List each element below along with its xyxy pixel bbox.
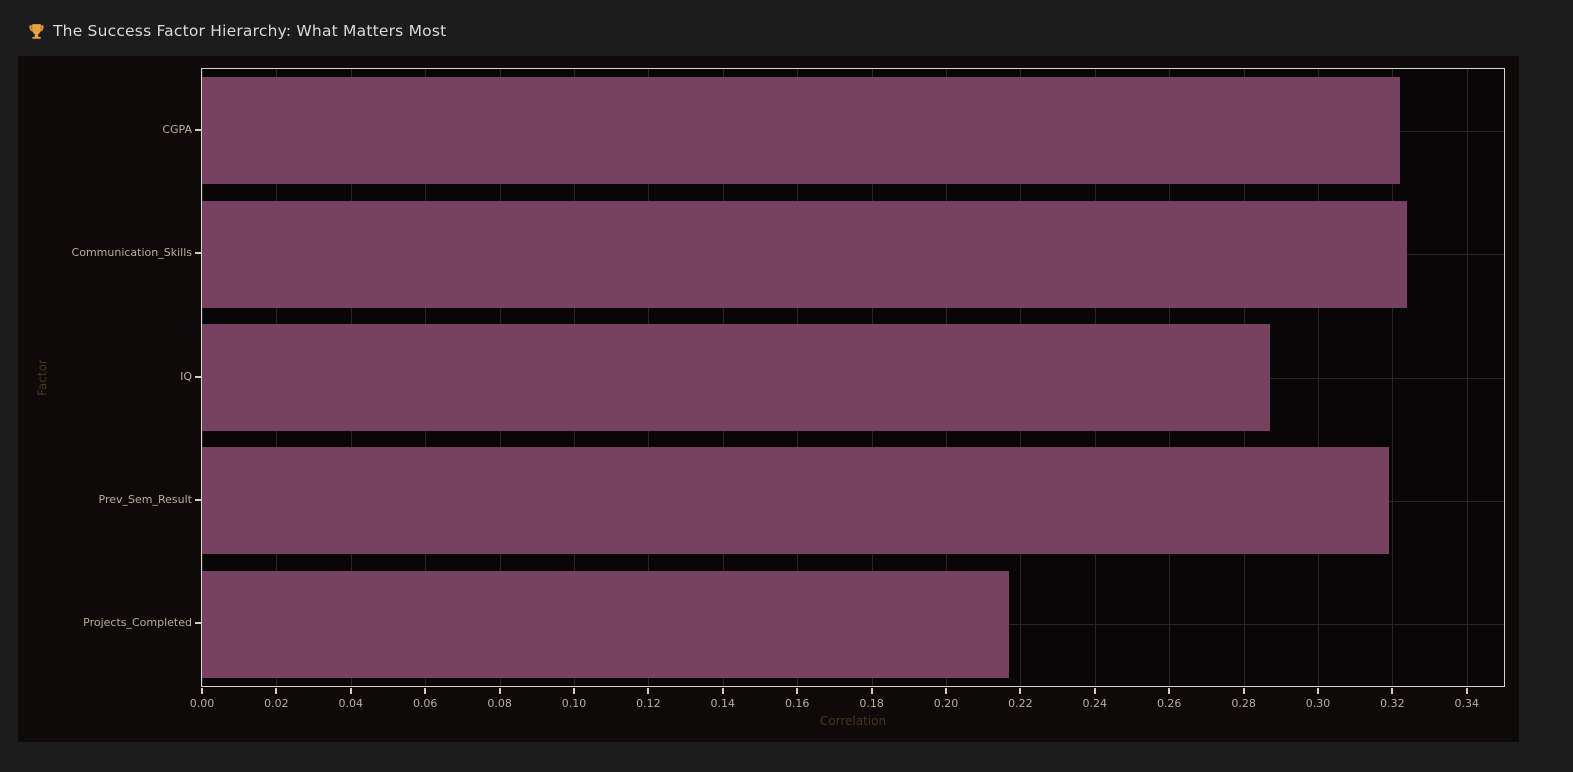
y-tick-label-communication_skills: Communication_Skills	[71, 246, 192, 260]
x-tick-mark	[796, 688, 799, 694]
x-tick-label: 0.32	[1380, 697, 1405, 710]
x-tick-mark	[1168, 688, 1171, 694]
x-tick-mark	[1019, 688, 1022, 694]
y-tick-mark	[195, 252, 201, 255]
x-axis-label: Correlation	[819, 714, 887, 728]
y-tick-label-prev_sem_result: Prev_Sem_Result	[98, 492, 192, 506]
y-tick-label-projects_completed: Projects_Completed	[83, 616, 192, 630]
trophy-icon	[28, 23, 45, 40]
x-tick-mark	[498, 688, 501, 694]
bar-communication_skills	[202, 200, 1408, 308]
bar-iq	[202, 324, 1270, 431]
x-tick-mark	[424, 688, 427, 694]
x-tick-mark	[1465, 688, 1468, 694]
x-tick-label: 0.34	[1454, 697, 1480, 710]
x-tick-mark	[647, 688, 650, 694]
page-title: The Success Factor Hierarchy: What Matte…	[53, 22, 447, 40]
x-tick-label: 0.06	[412, 697, 438, 710]
x-tick-label: 0.18	[859, 697, 884, 710]
x-tick-label: 0.08	[487, 697, 512, 710]
x-tick-mark	[573, 688, 575, 694]
x-tick-label: 0.10	[561, 697, 587, 710]
x-tick-label: 0.20	[933, 697, 959, 710]
y-tick-label-iq: IQ	[180, 369, 192, 383]
x-tick-mark	[349, 688, 352, 694]
x-tick-mark	[1391, 688, 1394, 694]
x-tick-label: 0.26	[1156, 697, 1182, 710]
x-tick-mark	[721, 688, 724, 694]
x-tick-mark	[1242, 688, 1245, 694]
x-tick-label: 0.16	[784, 697, 810, 710]
x-tick-label: 0.00	[189, 697, 215, 710]
x-tick-label: 0.30	[1305, 697, 1331, 710]
x-tick-mark	[275, 688, 278, 694]
chart-figure: CGPA Communication_Skills IQ Prev_Sem_Resul…	[18, 56, 1519, 742]
x-tick-mark	[201, 688, 203, 694]
x-tick-label: 0.14	[710, 697, 736, 710]
x-tick-label: 0.24	[1082, 697, 1108, 710]
plot-area	[201, 68, 1505, 687]
x-tick-label: 0.22	[1008, 697, 1033, 710]
x-tick-label: 0.04	[338, 697, 364, 710]
x-tick-label: 0.02	[264, 697, 289, 710]
y-tick-mark	[195, 128, 201, 131]
bar-cgpa	[202, 77, 1400, 185]
x-tick-mark	[945, 688, 947, 694]
y-tick-mark	[195, 375, 201, 378]
y-tick-mark	[195, 498, 201, 501]
x-tick-mark	[1317, 688, 1319, 694]
y-axis-label: Factor	[35, 359, 50, 396]
chart-header: The Success Factor Hierarchy: What Matte…	[28, 22, 446, 40]
y-tick-mark	[195, 622, 201, 625]
y-tick-label-cgpa: CGPA	[162, 122, 192, 136]
bar-projects_completed	[202, 570, 1010, 678]
x-tick-label: 0.12	[636, 697, 661, 710]
bar-prev_sem_result	[202, 447, 1389, 555]
x-tick-label: 0.28	[1231, 697, 1256, 710]
x-tick-mark	[870, 688, 873, 694]
x-tick-mark	[1093, 688, 1096, 694]
